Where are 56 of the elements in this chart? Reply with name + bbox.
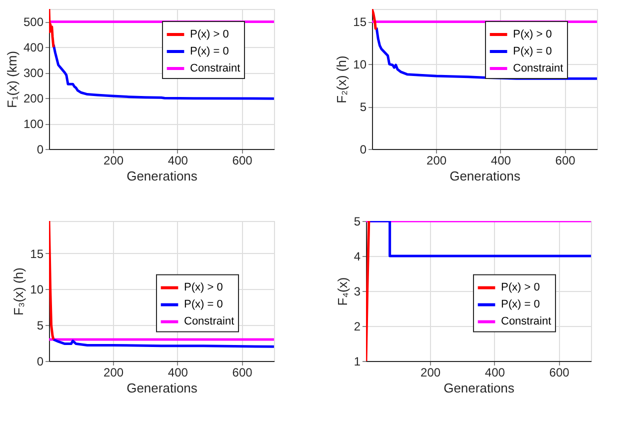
legend-label: P(x) = 0 [190,46,229,58]
line-series [372,9,378,30]
y-tick-label: 2 [354,320,361,334]
y-tick-label: 200 [23,92,44,106]
x-tick-label: 400 [168,366,188,380]
x-tick-label: 200 [104,154,124,168]
x-tick-label: 200 [104,366,124,380]
x-tick-label: 200 [426,154,447,168]
legend-label: P(x) > 0 [184,282,223,294]
y-tick-label: 0 [36,142,44,156]
line-series [49,221,55,341]
line-series [52,338,274,348]
x-axis-title: Generations [126,380,198,396]
legend-label: P(x) = 0 [513,46,552,58]
legend-label: P(x) = 0 [184,298,223,311]
legend-label: P(x) > 0 [513,28,552,40]
y-tick-label: 500 [23,15,44,30]
legend-label: Constraint [190,62,240,74]
legend-label: Constraint [513,62,564,74]
y-tick-label: 0 [360,142,367,156]
y-tick-label: 100 [23,117,44,132]
y-tick-label: 3 [354,284,361,298]
y-tick-label: 400 [23,40,44,55]
x-axis-title: Generations [450,168,521,184]
legend-label: Constraint [184,316,234,328]
x-tick-label: 600 [232,154,253,168]
y-axis-title: F₄(x) [334,277,350,306]
y-tick-label: 0 [36,354,44,368]
y-tick-label: 4 [354,250,361,264]
y-tick-label: 10 [30,282,44,297]
y-tick-label: 15 [353,15,367,30]
x-tick-label: 400 [168,154,188,168]
y-tick-label: 1 [354,354,361,368]
x-axis-title: Generations [126,168,198,184]
x-tick-label: 600 [555,154,576,168]
legend-label: P(x) > 0 [501,282,540,294]
y-tick-label: 300 [23,66,44,80]
y-tick-label: 5 [354,214,361,228]
x-tick-label: 400 [484,366,506,380]
y-tick-label: 15 [30,246,44,261]
x-tick-label: 400 [490,154,512,168]
x-axis-title: Generations [444,380,515,396]
x-tick-label: 600 [549,366,570,380]
line-series [52,43,274,100]
y-tick-label: 10 [353,58,367,72]
legend-label: P(x) > 0 [190,28,229,40]
legend-label: P(x) = 0 [501,298,540,311]
line-series [49,9,55,48]
y-tick-label: 5 [36,318,44,333]
x-tick-label: 200 [420,366,441,380]
y-axis-title: F₁(x) (km) [4,50,20,108]
legend-label: Constraint [501,316,552,328]
y-tick-label: 5 [360,100,367,114]
y-axis-title: F₃(x) (h) [11,268,26,316]
x-tick-label: 600 [232,366,253,380]
y-axis-title: F₂(x) (h) [334,56,350,104]
